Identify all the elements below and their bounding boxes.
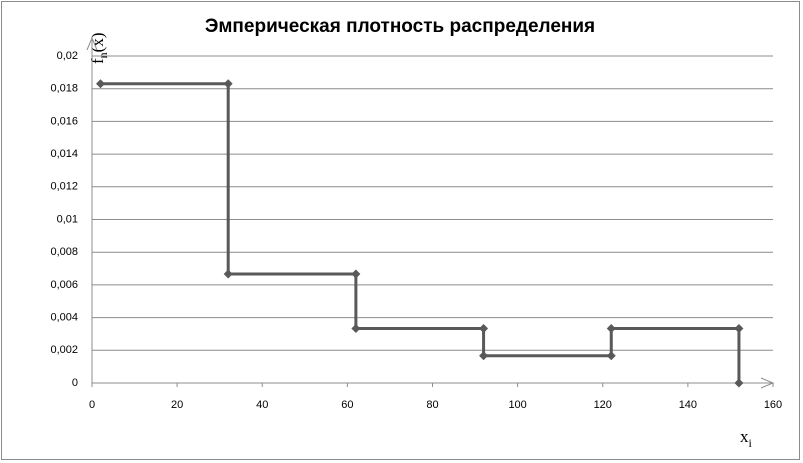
y-axis-label: fn(x) (88, 33, 110, 65)
y-tick-label: 0,02 (57, 50, 78, 62)
y-label-sub: n (96, 52, 110, 58)
y-tick-label: 0,018 (50, 83, 78, 95)
data-marker (734, 378, 744, 388)
y-tick-label: 0,006 (50, 279, 78, 291)
y-tick-label: 0 (72, 377, 78, 389)
x-tick-label: 120 (594, 399, 612, 411)
data-marker (479, 351, 489, 361)
data-marker (351, 269, 361, 279)
data-marker (606, 324, 616, 334)
data-marker (734, 324, 744, 334)
y-label-base: f (88, 58, 107, 64)
data-marker (223, 269, 233, 279)
chart-title: Эмперическая плотность распределения (205, 16, 595, 37)
data-marker (223, 79, 233, 89)
x-tick-label: 140 (679, 399, 697, 411)
x-tick-label: 40 (256, 399, 268, 411)
y-tick-label: 0,008 (50, 246, 78, 258)
x-label-sub: i (749, 436, 753, 450)
x-tick-label: 100 (508, 399, 526, 411)
y-axis-arrow (86, 36, 98, 51)
x-tick-label: 80 (426, 399, 438, 411)
y-tick-label: 0,016 (50, 115, 78, 127)
x-tick-label: 60 (341, 399, 353, 411)
y-label-tail: (x) (88, 33, 107, 53)
data-marker (351, 324, 361, 334)
x-tick-label: 160 (764, 399, 782, 411)
x-axis-arrow (760, 377, 775, 389)
y-tick-label: 0,014 (50, 148, 78, 160)
x-tick-label: 20 (171, 399, 183, 411)
x-axis-label: xi (740, 427, 753, 450)
x-label-base: x (740, 427, 749, 446)
data-marker (606, 351, 616, 361)
data-marker (479, 324, 489, 334)
y-tick-label: 0,002 (50, 344, 78, 356)
y-tick-label: 0,01 (57, 213, 78, 225)
y-tick-label: 0,004 (50, 312, 78, 324)
x-tick-label: 0 (89, 399, 95, 411)
data-marker (96, 79, 106, 89)
y-tick-label: 0,012 (50, 181, 78, 193)
